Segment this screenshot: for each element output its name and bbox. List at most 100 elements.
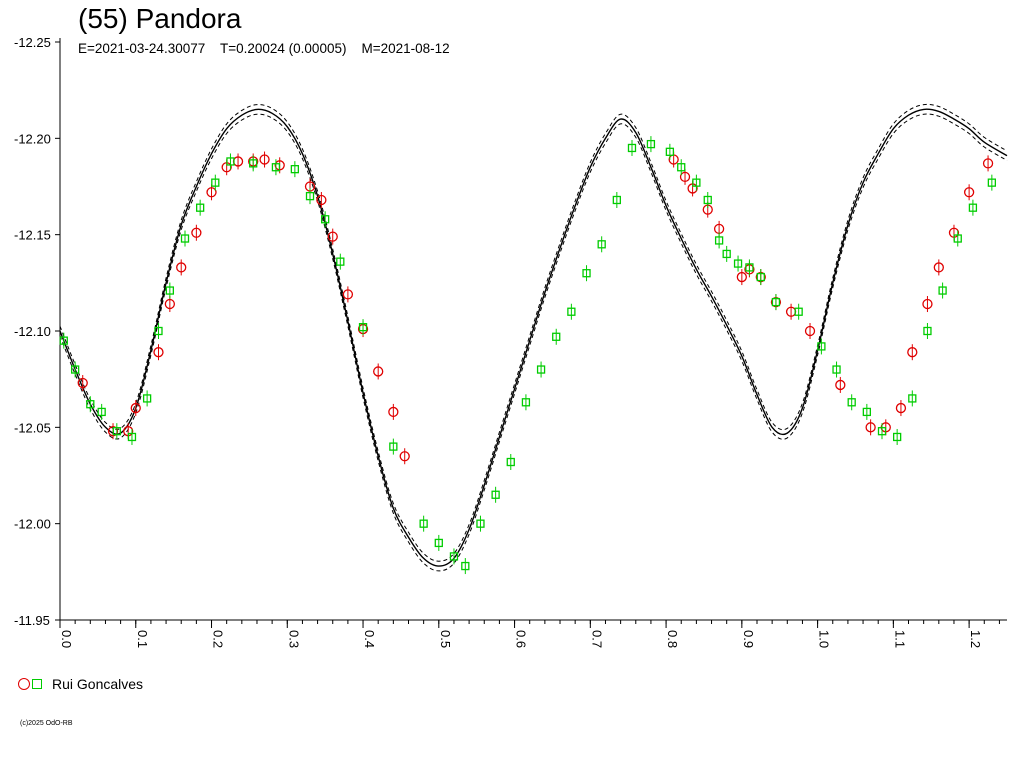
data-point-square (305, 191, 315, 201)
data-point-square (196, 203, 205, 212)
data-point-square (271, 163, 281, 172)
data-point-square (722, 249, 731, 259)
plot-frame (59, 38, 1007, 621)
data-point-circle (907, 347, 918, 358)
data-point-square (112, 427, 121, 436)
data-point-square (923, 326, 932, 336)
data-point-square (290, 165, 300, 174)
data-point-square (491, 490, 500, 499)
data-point-circle (153, 347, 164, 358)
data-point-square (154, 326, 163, 336)
data-point-circle (679, 171, 691, 183)
data-point-square (127, 432, 137, 442)
data-point-circle (736, 271, 747, 283)
data-point-circle (865, 422, 876, 433)
x-tick-label: 1.1 (892, 630, 907, 648)
fit-band-upper (59, 103, 1008, 562)
data-point-circle (982, 158, 994, 169)
x-tick-label: 0.4 (362, 630, 377, 648)
data-point-circle (107, 426, 119, 437)
data-point-square (733, 259, 743, 268)
y-tick-label: -12.20 (14, 131, 51, 146)
data-point-circle (835, 379, 846, 391)
data-point-square (987, 178, 996, 187)
data-points (59, 136, 996, 575)
x-tick-label: 0.3 (286, 630, 301, 648)
data-point-square (336, 257, 345, 266)
data-point-circle (191, 227, 202, 238)
data-point-square (703, 195, 712, 205)
legend-marker-icon (18, 677, 48, 691)
y-tick-label: -12.15 (14, 228, 51, 243)
data-point-square (677, 163, 686, 172)
x-tick-label: 1.0 (817, 630, 832, 648)
data-point-square (142, 394, 152, 403)
data-point-circle (342, 289, 354, 300)
data-point-square (832, 365, 841, 374)
data-point-square (756, 272, 765, 282)
data-point-square (86, 400, 95, 409)
y-tick-label: -12.10 (14, 324, 51, 339)
data-point-square (847, 398, 856, 407)
data-point-circle (77, 377, 88, 389)
data-point-circle (316, 194, 327, 206)
data-point-circle (922, 298, 933, 310)
data-point-square (506, 457, 515, 467)
legend: Rui Goncalves (18, 676, 143, 692)
data-point-square (567, 307, 576, 316)
y-axis: -12.25 -12.20 -12.15 -12.10 -12.05 -12.00 -11.… (14, 35, 60, 628)
data-point-square (745, 263, 754, 272)
data-point-circle (963, 187, 975, 198)
data-point-circle (373, 366, 384, 377)
data-point-square (180, 234, 190, 243)
data-point-circle (804, 325, 816, 337)
data-point-square (938, 286, 947, 295)
data-point-square (968, 203, 978, 212)
data-point-square (552, 332, 561, 341)
data-point-square (665, 147, 675, 156)
data-point-square (71, 365, 80, 374)
data-point-square (877, 427, 887, 436)
data-point-square (389, 442, 398, 451)
x-tick-label: 0.8 (665, 630, 680, 648)
legend-observer-label: Rui Goncalves (52, 676, 144, 692)
data-point-square (817, 342, 826, 351)
fit-curve (59, 103, 1008, 572)
data-point-square (59, 336, 68, 345)
circle-marker-icon (18, 678, 30, 690)
data-point-square (461, 561, 470, 571)
data-point-square (794, 307, 803, 316)
data-point-square (321, 215, 330, 224)
data-point-square (358, 322, 368, 332)
data-point-square (521, 398, 531, 407)
x-tick-label: 0.7 (589, 630, 604, 648)
x-tick-label: 0.0 (59, 630, 74, 648)
data-point-square (597, 240, 606, 249)
data-point-square (165, 286, 175, 295)
data-point-circle (388, 406, 399, 418)
data-point-square (862, 407, 871, 417)
data-point-circle (130, 402, 141, 414)
data-point-square (536, 365, 546, 374)
fit-line (59, 108, 1008, 567)
chart-subtitle: E=2021-03-24.30077 T=0.20024 (0.00005) M… (78, 41, 450, 56)
chart-title: (55) Pandora (78, 3, 242, 34)
y-tick-label: -12.00 (14, 517, 51, 532)
data-point-square (692, 178, 701, 187)
x-tick-label: 0.5 (438, 630, 453, 648)
data-point-circle (399, 451, 410, 462)
data-point-circle (176, 262, 187, 273)
data-point-square (908, 394, 917, 403)
data-point-square (953, 234, 962, 243)
x-tick-label: 1.2 (968, 630, 983, 648)
data-point-square (612, 195, 621, 205)
copyright-text: (c)2025 OdO-RB (20, 720, 73, 727)
data-point-square (434, 538, 443, 548)
data-point-circle (259, 154, 270, 165)
data-point-square (419, 519, 428, 528)
data-point-square (97, 407, 106, 417)
x-tick-label: 0.6 (514, 630, 529, 648)
data-point-square (226, 157, 235, 166)
data-point-square (714, 236, 724, 245)
